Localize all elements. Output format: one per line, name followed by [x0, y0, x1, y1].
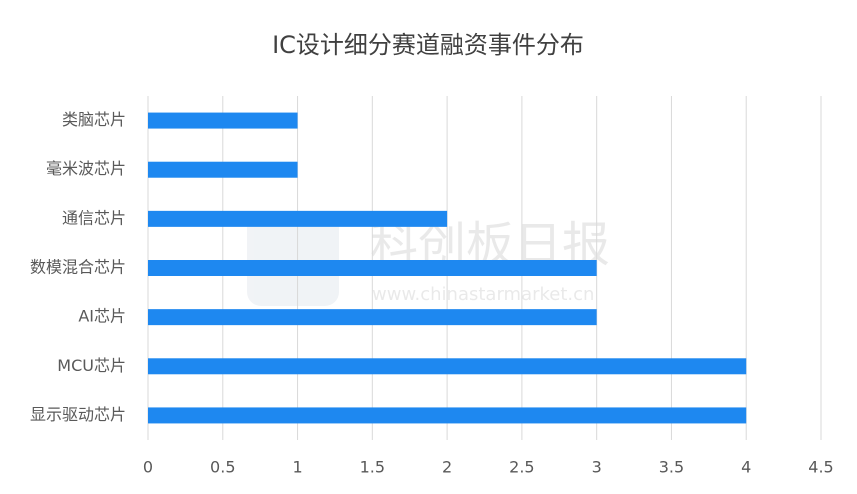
x-tick-label: 4: [741, 458, 751, 477]
x-tick-label: 0.5: [210, 458, 235, 477]
y-tick-label: 类脑芯片: [62, 110, 126, 129]
bar: [148, 358, 747, 375]
y-tick-label: MCU芯片: [57, 356, 126, 375]
x-tick-label: 4.5: [808, 458, 833, 477]
bar: [148, 210, 448, 227]
y-tick-label: 通信芯片: [62, 208, 126, 227]
bar: [148, 112, 298, 129]
y-tick-label: 毫米波芯片: [46, 159, 126, 178]
bar: [148, 260, 597, 276]
x-tick-label: 1: [292, 458, 302, 477]
chart-title: IC设计细分赛道融资事件分布: [272, 31, 584, 59]
bar: [148, 309, 597, 326]
bar: [148, 407, 747, 424]
y-tick-label: AI芯片: [78, 307, 126, 326]
x-tick-label: 0: [143, 458, 153, 477]
y-tick-label: 数模混合芯片: [30, 258, 126, 277]
x-tick-label: 3.5: [659, 458, 684, 477]
bar: [148, 161, 298, 178]
x-tick-label: 3: [592, 458, 602, 477]
x-tick-label: 2: [442, 458, 452, 477]
x-tick-label: 1.5: [360, 458, 385, 477]
x-tick-label: 2.5: [509, 458, 534, 477]
watermark-url: www.chinastarmarket.cn: [372, 284, 594, 305]
y-tick-label: 显示驱动芯片: [30, 405, 126, 424]
